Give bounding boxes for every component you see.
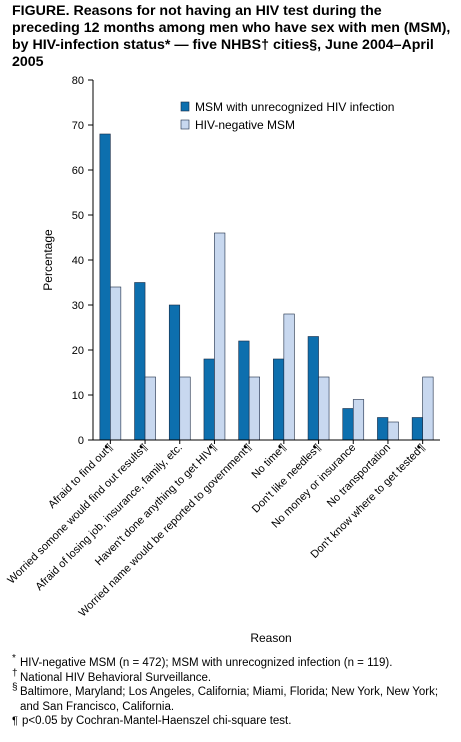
footnote-symbol: * [12, 653, 16, 664]
y-tick-label: 70 [72, 120, 84, 132]
bar-hiv-negative [110, 286, 122, 441]
bar-hiv-negative [318, 376, 330, 441]
y-tick-label: 20 [72, 345, 84, 357]
y-axis-label: Percentage [41, 229, 55, 291]
footnote-symbol: ¶ [12, 715, 18, 728]
y-tick-label: 80 [72, 75, 84, 87]
y-axis-ticks: 0 10 20 30 40 50 60 70 80 [72, 75, 93, 447]
legend: MSM with unrecognized HIV infection HIV-n… [180, 100, 394, 132]
x-axis-tick-labels: Afraid to find out¶Worried somone would … [5, 440, 428, 619]
y-tick-label: 50 [72, 210, 84, 222]
bar-unrecognized-hiv [99, 133, 111, 441]
footnote-4: ¶ p<0.05 by Cochran-Mantel-Haenszel chi-… [12, 714, 457, 729]
y-tick-label: 40 [72, 255, 84, 267]
footnote-text: p<0.05 by Cochran-Mantel-Haenszel chi-sq… [22, 715, 292, 728]
footnote-text: Baltimore, Maryland; Los Angeles, Califo… [20, 686, 439, 713]
x-tick-label: Afraid to find out¶ [46, 442, 115, 511]
bar-unrecognized-hiv [411, 417, 423, 441]
legend-swatch [180, 101, 190, 112]
bar-hiv-negative [387, 421, 399, 441]
x-axis-label: Reason [250, 631, 291, 645]
y-tick-label: 10 [72, 390, 84, 402]
footnote-2: † National HIV Behavioral Surveillance. [12, 668, 457, 686]
x-tick-label: Afraid of losing job, insurance, family,… [33, 442, 184, 593]
bar-unrecognized-hiv [342, 408, 354, 441]
bar-hiv-negative [144, 376, 156, 441]
footnotes: * HIV-negative MSM (n = 472); MSM with u… [12, 653, 457, 729]
bar-unrecognized-hiv [307, 336, 319, 441]
legend-swatch [180, 119, 190, 130]
bar-hiv-negative [248, 376, 260, 441]
y-tick-label: 30 [72, 300, 84, 312]
footnote-symbol: § [12, 682, 18, 694]
footnote-text: HIV-negative MSM (n = 472); MSM with unr… [20, 657, 393, 669]
bar-hiv-negative [179, 376, 191, 441]
bar-unrecognized-hiv [168, 304, 181, 441]
legend-label: HIV-negative MSM [195, 118, 295, 132]
bar-hiv-negative [283, 313, 295, 441]
bar-unrecognized-hiv [203, 358, 215, 441]
y-tick-label: 0 [78, 435, 84, 447]
bar-unrecognized-hiv [238, 340, 250, 441]
bar-hiv-negative [214, 232, 226, 441]
bar-hiv-negative [422, 376, 434, 441]
footnote-3: § Baltimore, Maryland; Los Angeles, Cali… [12, 682, 457, 714]
bar-hiv-negative [352, 399, 365, 441]
figure-title: FIGURE. Reasons for not having an HIV te… [12, 3, 451, 70]
footnote-1: * HIV-negative MSM (n = 472); MSM with u… [12, 653, 457, 671]
x-tick-label: No transportation [325, 442, 393, 510]
footnote-symbol: † [12, 667, 18, 679]
bar-unrecognized-hiv [377, 417, 389, 441]
bars [99, 133, 434, 441]
bar-unrecognized-hiv [273, 358, 285, 441]
bar-chart: 0 10 20 30 40 50 60 70 80 Afraid to find out¶Wor… [5, 75, 440, 645]
y-tick-label: 60 [72, 165, 84, 177]
legend-label: MSM with unrecognized HIV infection [195, 100, 394, 114]
bar-unrecognized-hiv [134, 282, 146, 441]
footnote-text: National HIV Behavioral Surveillance. [20, 671, 212, 684]
